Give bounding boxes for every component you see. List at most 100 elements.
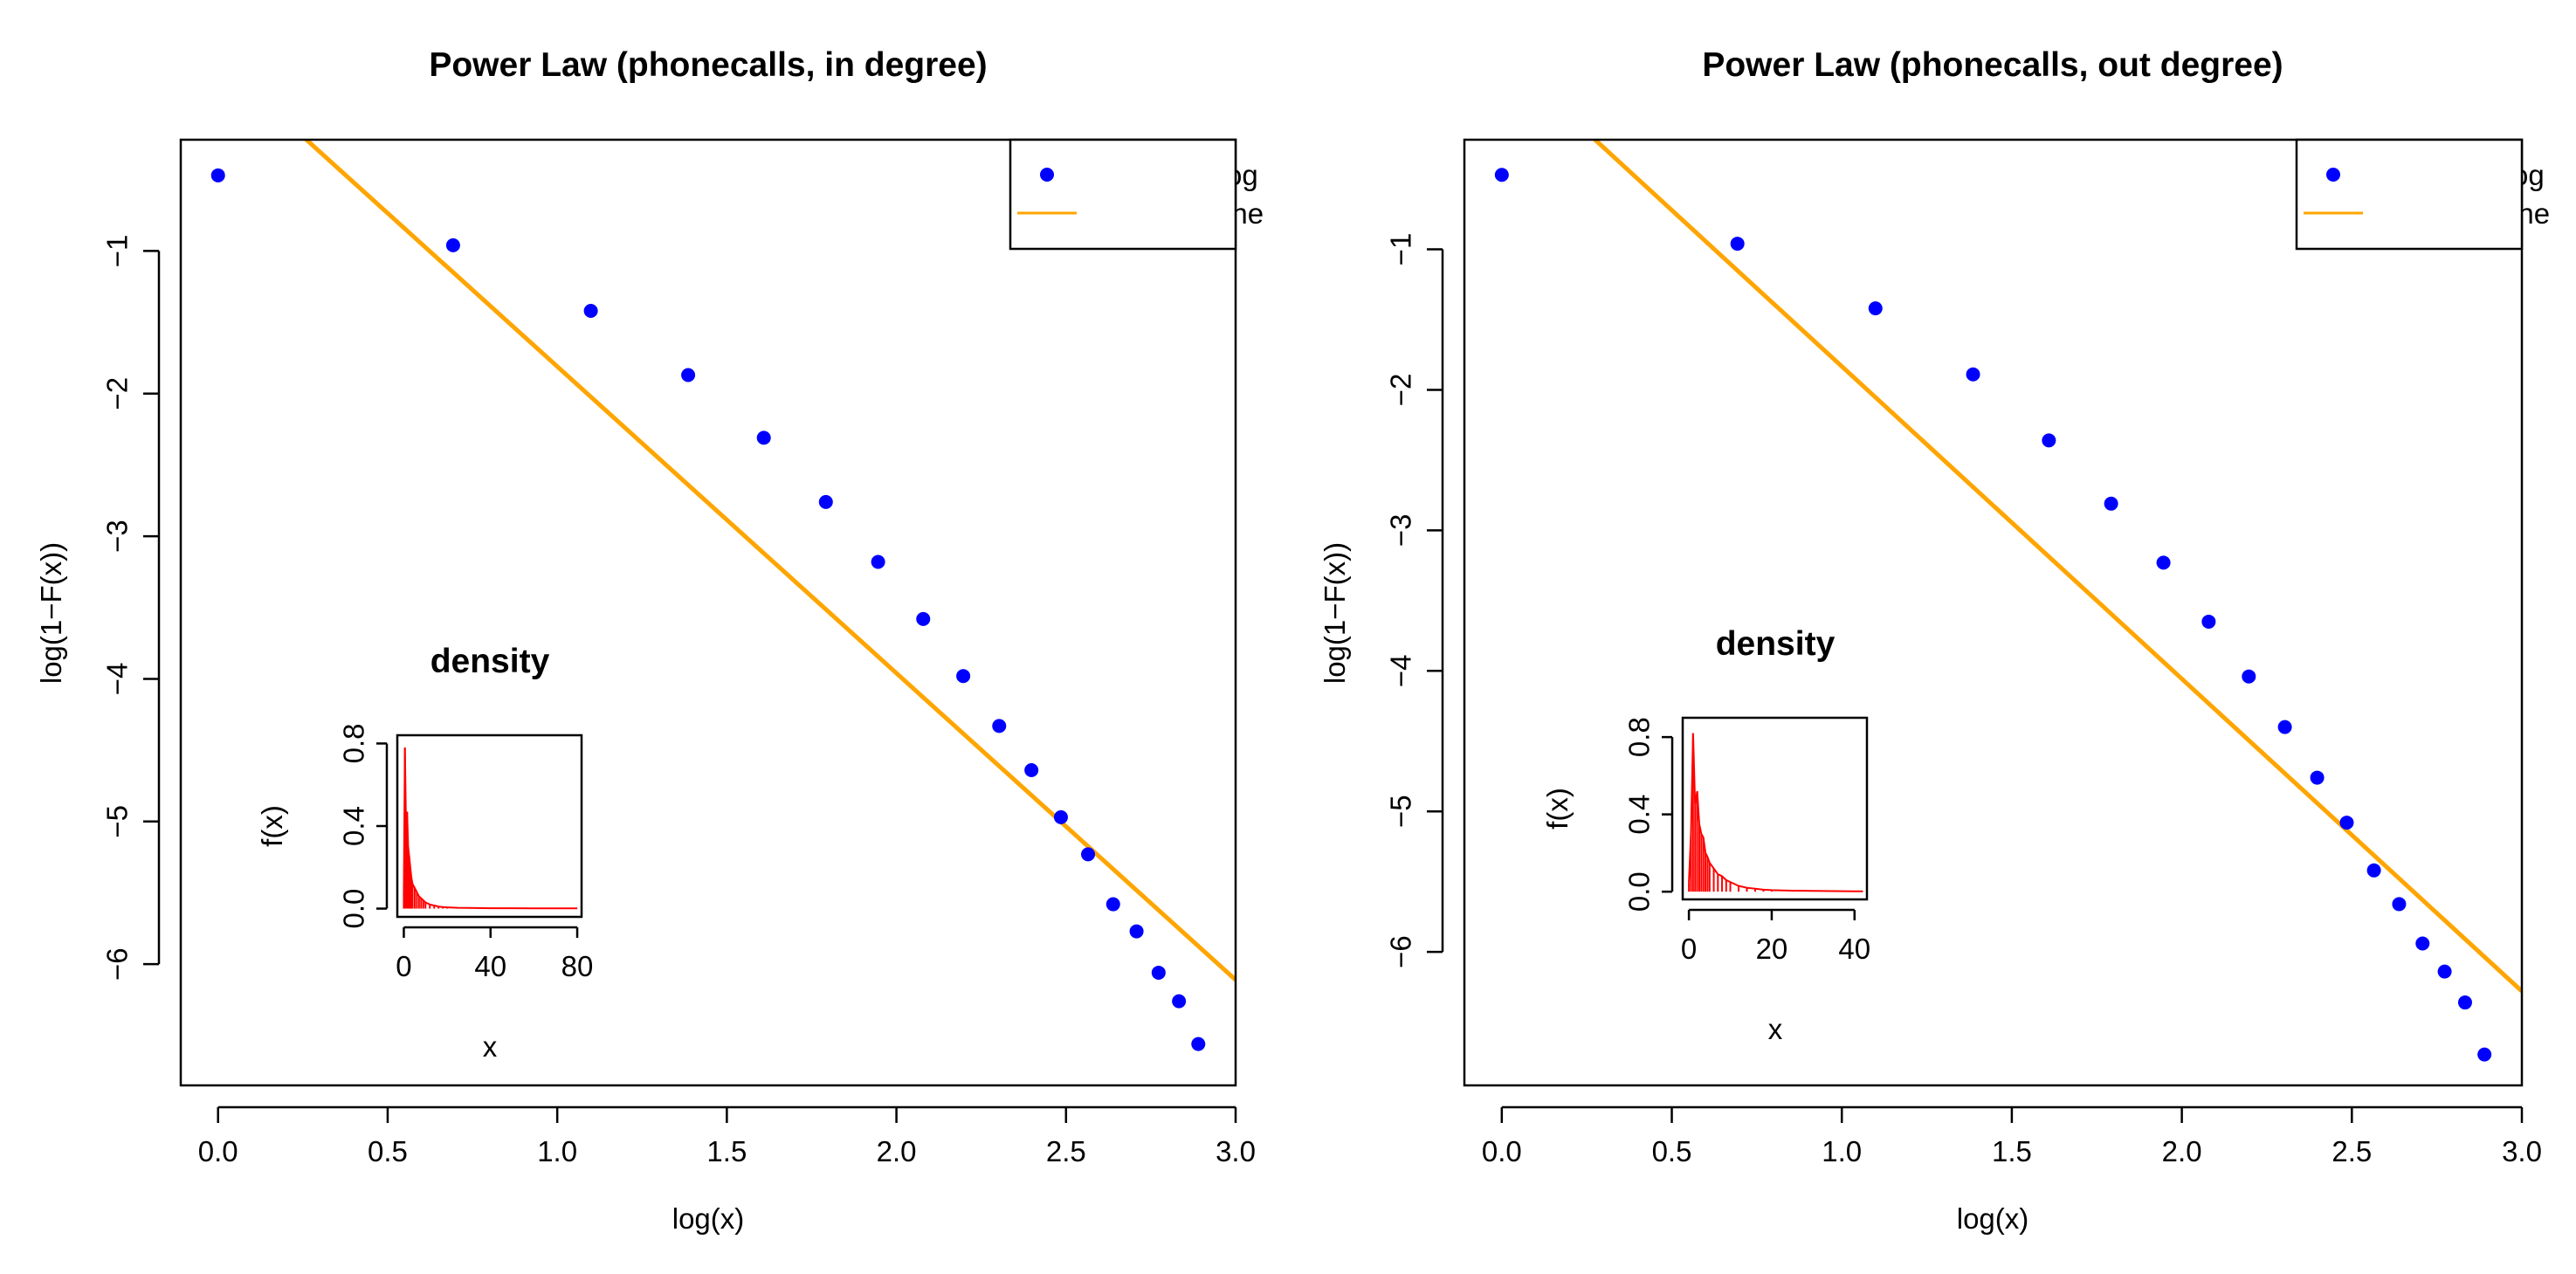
y-tick-label: −4 — [101, 663, 134, 696]
x-tick-label: 0.0 — [1482, 1135, 1522, 1167]
inset-title: density — [430, 643, 550, 680]
y-tick-label: −3 — [1385, 514, 1417, 547]
data-point — [2201, 614, 2216, 629]
x-tick-label: 0.0 — [198, 1135, 238, 1167]
data-point — [2477, 1047, 2492, 1062]
y-tick-label: −2 — [1385, 374, 1417, 407]
data-point — [2457, 995, 2472, 1010]
chart-title: Power Law (phonecalls, out degree) — [1702, 46, 2283, 84]
data-point — [2392, 897, 2407, 912]
data-point — [1105, 897, 1120, 912]
panel-in-degree: Power Law (phonecalls, in degree) log(x)… — [35, 46, 1264, 1235]
data-point — [2042, 433, 2056, 448]
x-tick-label: 1.0 — [537, 1135, 577, 1167]
data-point — [1172, 994, 1187, 1009]
legend-marker-points — [1040, 168, 1054, 182]
inset-frame — [1681, 716, 1869, 901]
data-point — [1494, 168, 1509, 182]
inset-x-tick-label: 20 — [1756, 933, 1788, 965]
y-tick-label: −2 — [101, 377, 134, 410]
x-tick-label: 2.5 — [1046, 1135, 1086, 1167]
legend-box — [1009, 138, 1237, 251]
inset-frame — [396, 733, 583, 919]
fitted-line — [303, 140, 1236, 981]
data-point — [2339, 816, 2354, 830]
data-point — [1081, 847, 1096, 862]
inset-y-tick-label: 0.4 — [338, 806, 370, 846]
inset-y-tick-label: 0.8 — [1623, 717, 1656, 757]
inset-x-label: x — [483, 1030, 498, 1063]
density-curve — [1688, 733, 1863, 892]
inset-x-tick-label: 40 — [474, 950, 506, 982]
data-point — [871, 554, 885, 569]
inset-y-tick-label: 0.0 — [338, 889, 370, 929]
y-axis-label: log(1−F(x)) — [1319, 542, 1351, 684]
data-point — [1191, 1036, 1206, 1051]
x-tick-label: 3.0 — [1216, 1135, 1256, 1167]
data-point — [1868, 301, 1883, 316]
data-point — [1151, 965, 1166, 980]
data-point — [992, 719, 1007, 733]
x-tick-label: 1.5 — [1992, 1135, 2032, 1167]
data-point — [2277, 720, 2292, 734]
data-point — [2310, 770, 2325, 785]
data-point — [2104, 496, 2118, 511]
data-point — [916, 611, 931, 626]
x-tick-label: 2.5 — [2331, 1135, 2372, 1167]
panel-out-degree: Power Law (phonecalls, out degree) log(x… — [1319, 46, 2550, 1235]
inset-y-tick-label: 0.4 — [1623, 795, 1656, 835]
density-curve — [403, 747, 577, 910]
data-point — [1730, 237, 1745, 251]
y-axis-label: log(1−F(x)) — [35, 542, 67, 684]
data-point — [2437, 964, 2452, 979]
data-point — [681, 368, 696, 382]
data-point — [1024, 763, 1039, 777]
y-tick-label: −5 — [101, 805, 134, 838]
data-point — [818, 494, 833, 509]
data-point — [583, 304, 598, 319]
data-point — [2366, 863, 2381, 878]
fitted-line — [1591, 140, 2522, 994]
data-point — [756, 430, 771, 445]
data-point — [956, 669, 971, 684]
x-tick-label: 0.5 — [368, 1135, 408, 1167]
y-tick-label: −4 — [1385, 654, 1417, 687]
plot-frame — [179, 138, 1237, 1087]
plot-frame — [1463, 138, 2524, 1087]
x-axis-label: log(x) — [672, 1202, 745, 1235]
data-point — [2415, 936, 2430, 951]
y-tick-label: −3 — [101, 520, 134, 553]
inset-x-tick-label: 0 — [1681, 933, 1697, 965]
y-tick-label: −1 — [1385, 233, 1417, 266]
y-tick-label: −6 — [101, 947, 134, 981]
x-axis-label: log(x) — [1957, 1202, 2029, 1235]
x-tick-label: 2.0 — [2162, 1135, 2202, 1167]
data-point — [1053, 809, 1068, 824]
x-tick-label: 1.0 — [1822, 1135, 1862, 1167]
data-point — [445, 238, 460, 252]
x-tick-label: 3.0 — [2502, 1135, 2542, 1167]
inset-x-tick-label: 0 — [396, 950, 411, 982]
inset-y-label: f(x) — [256, 805, 288, 847]
data-point — [210, 168, 225, 182]
x-tick-label: 0.5 — [1652, 1135, 1692, 1167]
inset-y-label: f(x) — [1541, 788, 1574, 830]
data-point — [2242, 669, 2256, 684]
y-tick-label: −5 — [1385, 795, 1417, 828]
inset-x-tick-label: 80 — [561, 950, 594, 982]
data-point — [1966, 367, 1980, 382]
data-point — [1129, 924, 1144, 939]
inset-title: density — [1716, 625, 1836, 663]
inset-y-tick-label: 0.0 — [1623, 871, 1656, 912]
y-tick-label: −1 — [101, 235, 134, 268]
x-tick-label: 1.5 — [706, 1135, 747, 1167]
legend-box — [2295, 138, 2524, 251]
legend-marker-points — [2326, 168, 2340, 182]
data-point — [2156, 555, 2171, 570]
x-tick-label: 2.0 — [877, 1135, 917, 1167]
inset-y-tick-label: 0.8 — [338, 724, 370, 764]
inset-x-tick-label: 40 — [1838, 933, 1870, 965]
inset-x-label: x — [1768, 1013, 1783, 1045]
y-tick-label: −6 — [1385, 935, 1417, 968]
